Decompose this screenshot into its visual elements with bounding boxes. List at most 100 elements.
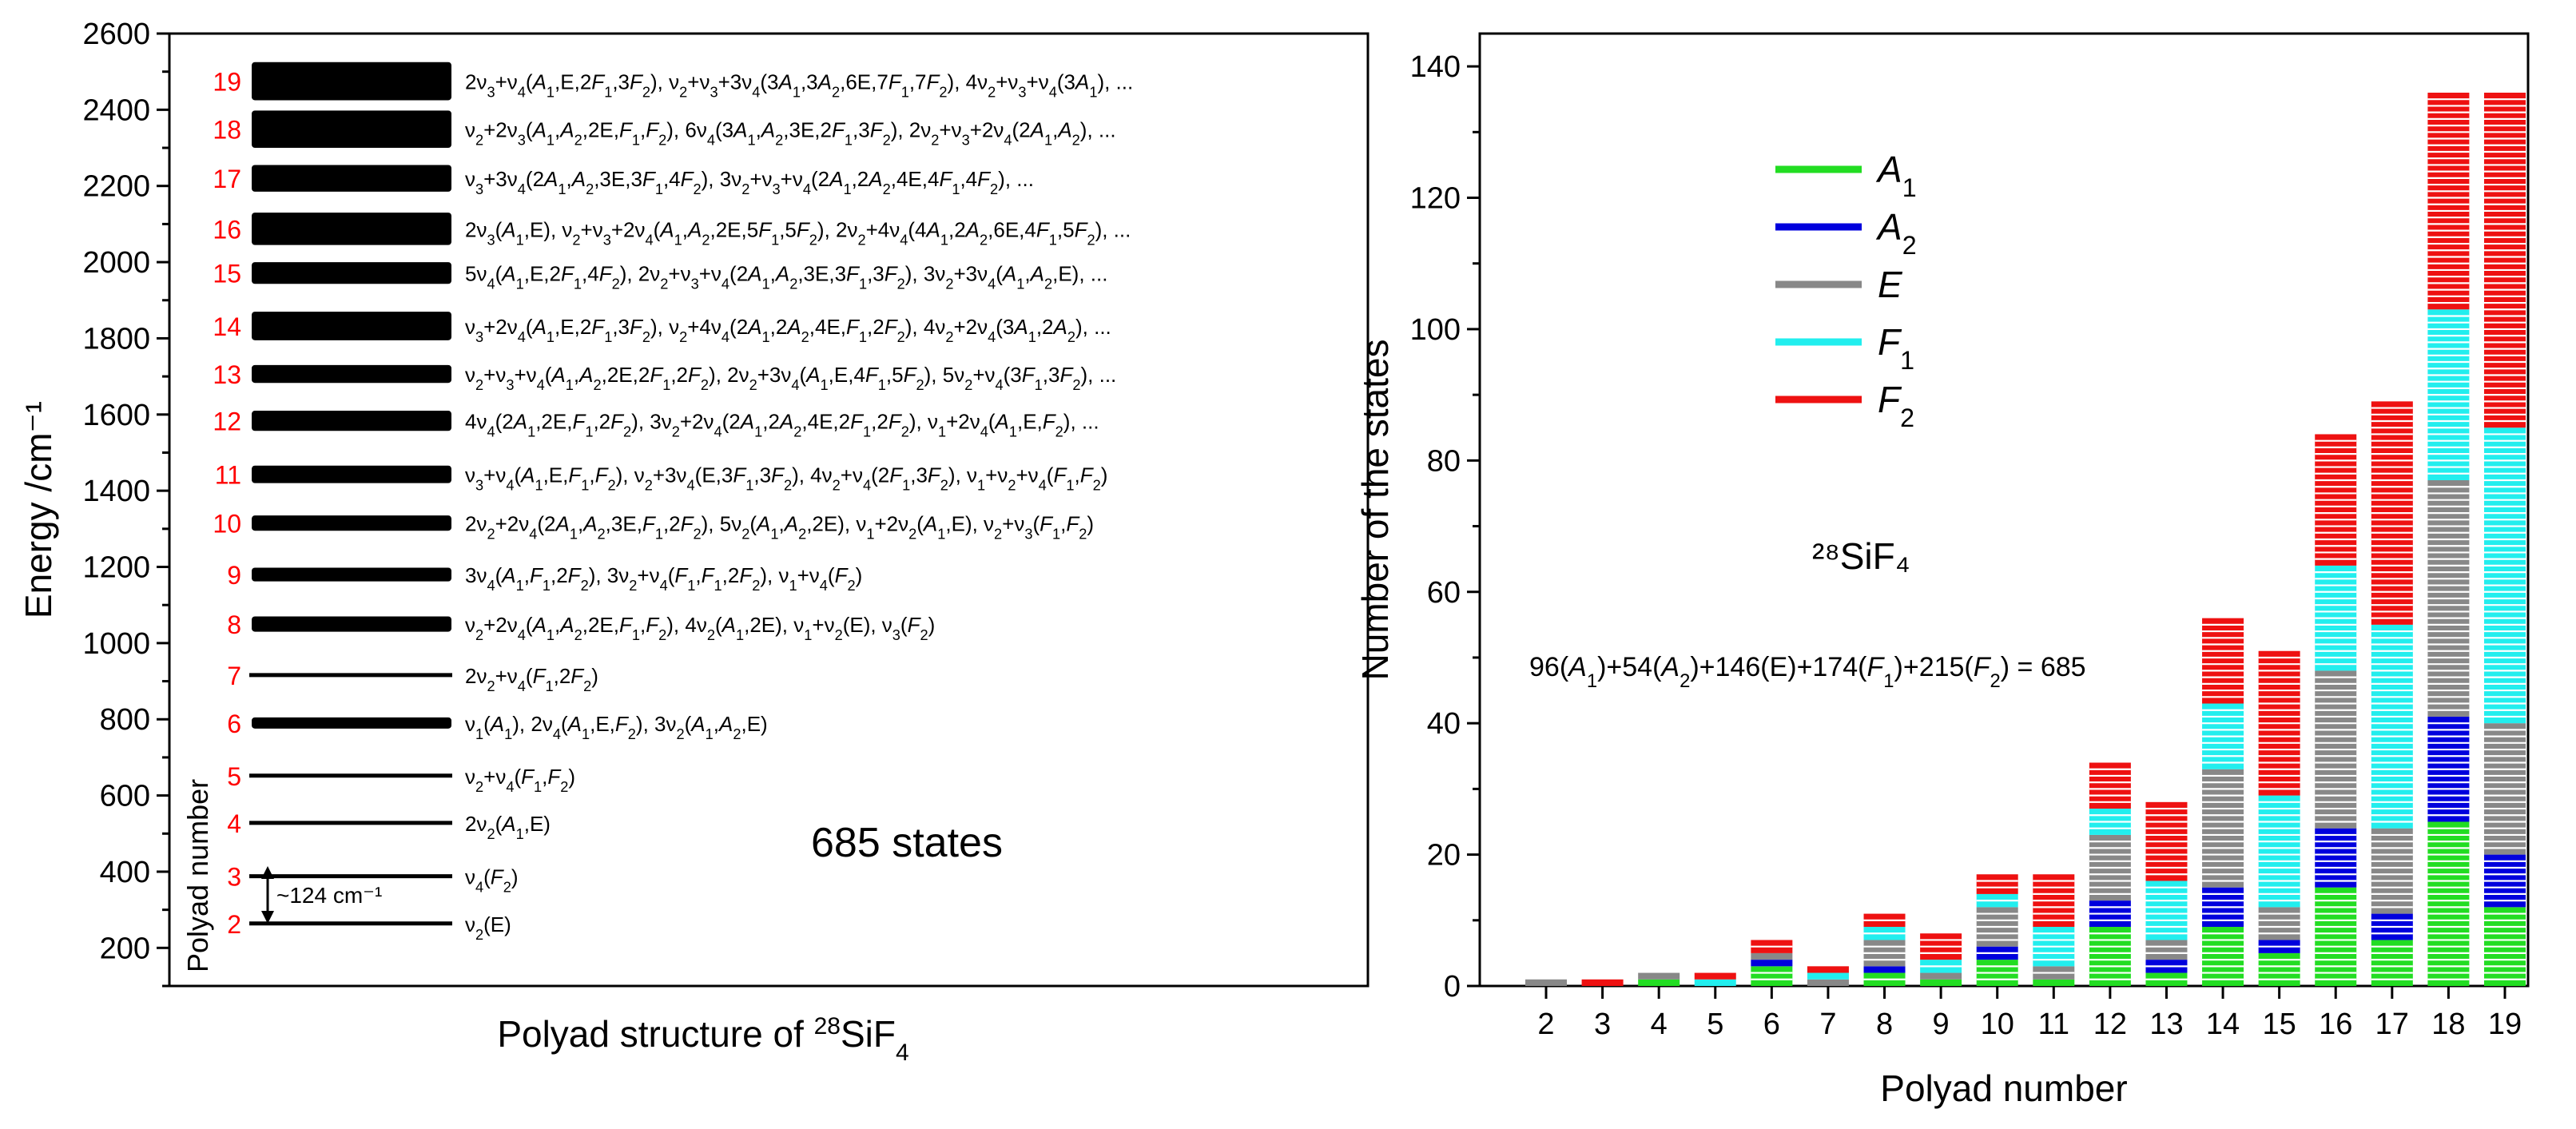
left-x-title-mid: SiF	[841, 1013, 896, 1055]
left-y-tick-label: 2000	[82, 246, 150, 280]
level-assignment-label: 2ν3+ν4(A1,E,2F1,3F2), ν2+ν3+3ν4(3A1,3A2,…	[465, 70, 1133, 101]
left-y-tick-label: 1600	[82, 399, 150, 432]
polyad-number-label: 2	[227, 910, 241, 939]
bar-segment-E	[2258, 907, 2300, 940]
level-assignment-label: ν2+2ν4(A1,A2,2E,F1,F2), 4ν2(A1,2E), ν1+ν…	[465, 613, 935, 643]
bar-segment-A1	[1920, 979, 1962, 986]
left-y-tick-label: 200	[100, 932, 150, 965]
level-assignment-label: ν2+2ν3(A1,A2,2E,F1,F2), 6ν4(3A1,A2,3E,2F…	[465, 118, 1116, 149]
energy-level-band	[252, 213, 451, 245]
left-y-ticks: 200 400 600 800 1000 1200 1400 1600 1800 2000 2200…	[82, 18, 169, 988]
left-y-tick-label: 2400	[82, 93, 150, 127]
legend-label-A1: A1	[1875, 149, 1917, 202]
right-x-tick-label: 8	[1876, 1008, 1893, 1041]
bar-segment-A1	[2371, 940, 2413, 986]
right-y-axis-title: Number of the states	[1354, 340, 1396, 681]
right-x-tick-label: 3	[1594, 1008, 1611, 1041]
polyad-number-label: 17	[213, 165, 241, 193]
bar-segment-E	[2371, 828, 2413, 914]
polyad-number-label: 10	[213, 510, 241, 539]
right-x-tick-label: 9	[1933, 1008, 1950, 1041]
bar-segment-A1	[2315, 887, 2357, 986]
bar-segment-F2	[2202, 618, 2244, 704]
polyad-number-label: 5	[227, 762, 241, 791]
left-y-tick-label: 600	[100, 780, 150, 813]
bar-segment-A2	[2315, 828, 2357, 888]
bar-segment-A1	[2033, 979, 2075, 986]
right-x-tick-label: 15	[2263, 1008, 2296, 1041]
right-x-tick-label: 12	[2093, 1008, 2127, 1041]
level-assignment-label: 2ν3(A1,E), ν2+ν3+2ν4(A1,A2,2E,5F1,5F2), …	[465, 217, 1131, 248]
bar-segment-F1	[2371, 624, 2413, 829]
energy-level-band	[252, 262, 451, 284]
left-plot-frame	[168, 32, 1369, 988]
left-y-axis-title: Energy /cm⁻¹	[18, 401, 59, 618]
left-x-title-sub: 4	[896, 1040, 909, 1066]
right-x-axis-title: Polyad number	[1880, 1067, 2127, 1109]
bar-segment-A2	[1863, 966, 1906, 973]
formula-label: 96(A1)+54(A2)+146(E)+174(F1)+215(F2) = 6…	[1529, 652, 2086, 692]
bar-segment-E	[1525, 979, 1567, 986]
level-assignment-label: ν2+ν4(F1,F2)	[465, 765, 575, 795]
spacing-arrow-head-down	[261, 911, 274, 924]
level-assignment-label: 2ν2+2ν4(2A1,A2,3E,F1,2F2), 5ν2(A1,A2,2E)…	[465, 512, 1094, 543]
level-assignment-label: 4ν4(2A1,2E,F1,2F2), 3ν2+2ν4(2A1,2A2,4E,2…	[465, 410, 1099, 440]
left-y-tick-label: 1000	[82, 627, 150, 661]
bar-segment-E	[1638, 972, 1680, 980]
bar-segment-E	[2145, 940, 2188, 960]
left-energy-panel: 200 400 600 800 1000 1200 1400 1600 1800 2000 2200…	[18, 18, 1369, 1066]
bar-segment-A1	[2427, 821, 2470, 986]
energy-levels: 2 ν2(E) 3 ν4(F2) 4 2ν2(A1,E) 5 ν2+ν4(F1,F2) 6 ν1(…	[213, 62, 1133, 943]
right-x-tick-label: 5	[1707, 1008, 1723, 1041]
polyad-number-label: 6	[227, 710, 241, 738]
polyad-number-label: 8	[227, 610, 241, 639]
right-y-tick-label: 100	[1410, 313, 1461, 347]
right-y-tick-label: 40	[1427, 707, 1461, 741]
right-y-tick-label: 20	[1427, 839, 1461, 873]
bar-segment-F2	[1807, 966, 1849, 973]
level-assignment-label: ν1(A1), 2ν4(A1,E,F2), 3ν2(A1,A2,E)	[465, 712, 768, 742]
energy-level-band	[252, 567, 451, 582]
left-y-tick-label: 800	[100, 703, 150, 737]
left-y-tick-label: 2200	[82, 170, 150, 204]
bar-segment-E	[1751, 952, 1793, 960]
right-x-tick-label: 2	[1537, 1008, 1554, 1041]
bar-segment-E	[1807, 979, 1849, 986]
right-x-tick-label: 7	[1819, 1008, 1836, 1041]
left-y-tick-label: 2600	[82, 18, 150, 51]
left-y-tick-label: 1200	[82, 551, 150, 585]
left-y-tick-label: 1400	[82, 475, 150, 508]
bar-segment-A1	[2202, 927, 2244, 986]
bar-segment-F2	[2484, 92, 2526, 428]
spacing-arrow-head-up	[261, 866, 274, 879]
polyad-number-label: 19	[213, 68, 241, 97]
polyad-number-label: 18	[213, 116, 241, 145]
bar-segment-A1	[2089, 927, 2131, 986]
bar-segment-F2	[1581, 979, 1624, 986]
polyad-number-label: 9	[227, 561, 241, 590]
energy-level-band	[252, 165, 451, 192]
polyad-number-label: 13	[213, 360, 241, 389]
legend-label-F2: F2	[1878, 379, 1914, 432]
bar-segment-F1	[1694, 979, 1736, 986]
stacked-bars	[1525, 92, 2526, 986]
polyad-number-label: 16	[213, 215, 241, 244]
level-assignment-label: 5ν4(A1,E,2F1,4F2), 2ν2+ν3+ν4(2A1,A2,3E,3…	[465, 262, 1107, 292]
polyad-number-label: 14	[213, 312, 241, 341]
right-y-tick-label: 60	[1427, 576, 1461, 610]
right-y-ticks: 0 20 40 60 80 100 120 140	[1410, 50, 1480, 1004]
bar-segment-A1	[1751, 966, 1793, 986]
right-y-tick-label: 0	[1444, 970, 1461, 1004]
level-assignment-label: ν2(E)	[465, 912, 511, 943]
level-assignment-label: 3ν4(A1,F1,2F2), 3ν2+ν4(F1,F1,2F2), ν1+ν4…	[465, 563, 862, 594]
left-x-title-prefix: Polyad structure of	[497, 1013, 813, 1055]
energy-level-band	[252, 312, 451, 340]
bar-segment-F1	[2484, 427, 2526, 724]
bar-segment-F2	[1694, 972, 1736, 980]
bar-segment-F1	[1807, 972, 1849, 980]
polyad-number-label: 15	[213, 260, 241, 288]
legend-label-E: E	[1878, 264, 1903, 305]
right-y-tick-label: 120	[1410, 182, 1461, 216]
left-x-axis-title: Polyad structure of 28SiF4	[497, 1013, 908, 1066]
